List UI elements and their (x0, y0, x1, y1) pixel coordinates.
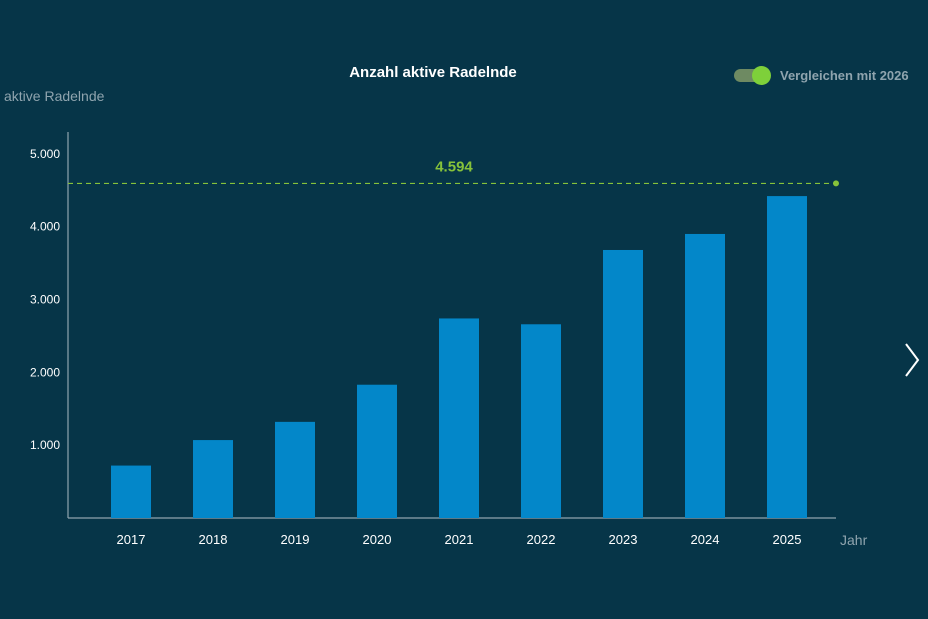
bar (603, 249, 643, 518)
compare-toggle[interactable]: Vergleichen mit 2026 (734, 66, 909, 85)
y-tick-label: 4.000 (30, 220, 60, 234)
bar (357, 384, 397, 518)
x-axis-label: Jahr (840, 532, 868, 548)
bar (439, 318, 479, 518)
bar (193, 440, 233, 518)
y-tick-label: 3.000 (30, 293, 60, 307)
x-tick-label: 2021 (445, 532, 474, 547)
reference-line-label: 4.594 (435, 158, 473, 175)
bar (685, 233, 725, 518)
x-tick-label: 2017 (117, 532, 146, 547)
x-tick-label: 2024 (691, 532, 720, 547)
x-tick-label: 2019 (281, 532, 310, 547)
x-tick-label: 2020 (363, 532, 392, 547)
bar (767, 196, 807, 518)
bar (521, 324, 561, 518)
y-tick-label: 2.000 (30, 365, 60, 379)
chevron-right-icon[interactable] (900, 340, 924, 380)
y-tick-label: 5.000 (30, 147, 60, 161)
x-tick-label: 2023 (609, 532, 638, 547)
y-tick-label: 1.000 (30, 438, 60, 452)
y-axis-label: aktive Radelnde (4, 88, 105, 104)
reference-line-dot (833, 180, 839, 187)
x-tick-label: 2025 (773, 532, 802, 547)
compare-toggle-label: Vergleichen mit 2026 (780, 67, 909, 83)
toggle-switch[interactable] (734, 66, 771, 85)
bar (275, 421, 315, 518)
toggle-knob (752, 66, 771, 85)
x-tick-label: 2022 (527, 532, 556, 547)
x-tick-label: 2018 (199, 532, 228, 547)
chart-title: Anzahl aktive Radelnde (349, 64, 517, 81)
bar (111, 465, 151, 518)
